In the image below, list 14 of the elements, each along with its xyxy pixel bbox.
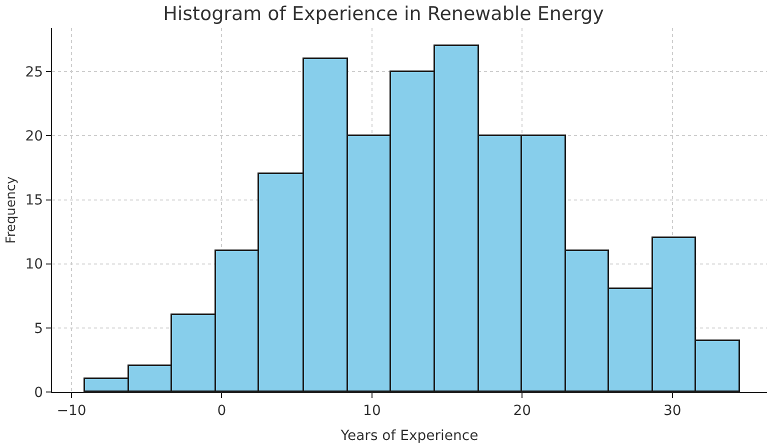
x-axis-title: Years of Experience bbox=[340, 428, 478, 444]
x-tick-label: 30 bbox=[663, 402, 682, 419]
y-tick-label: 15 bbox=[25, 192, 44, 209]
x-tick-label: 10 bbox=[363, 402, 381, 419]
y-tick-label: 20 bbox=[25, 128, 44, 145]
y-tick-label: 0 bbox=[34, 384, 44, 401]
y-tick-label: 10 bbox=[25, 256, 44, 273]
x-tick-label: −10 bbox=[56, 402, 86, 419]
y-tick-label: 5 bbox=[34, 320, 44, 337]
y-axis-title: Frequency bbox=[4, 176, 20, 244]
x-tick-label: 20 bbox=[513, 402, 532, 419]
y-tick-label: 25 bbox=[25, 64, 44, 80]
x-tick-label: 0 bbox=[217, 402, 226, 419]
chart-title: Histogram of Experience in Renewable Energy bbox=[163, 2, 604, 25]
